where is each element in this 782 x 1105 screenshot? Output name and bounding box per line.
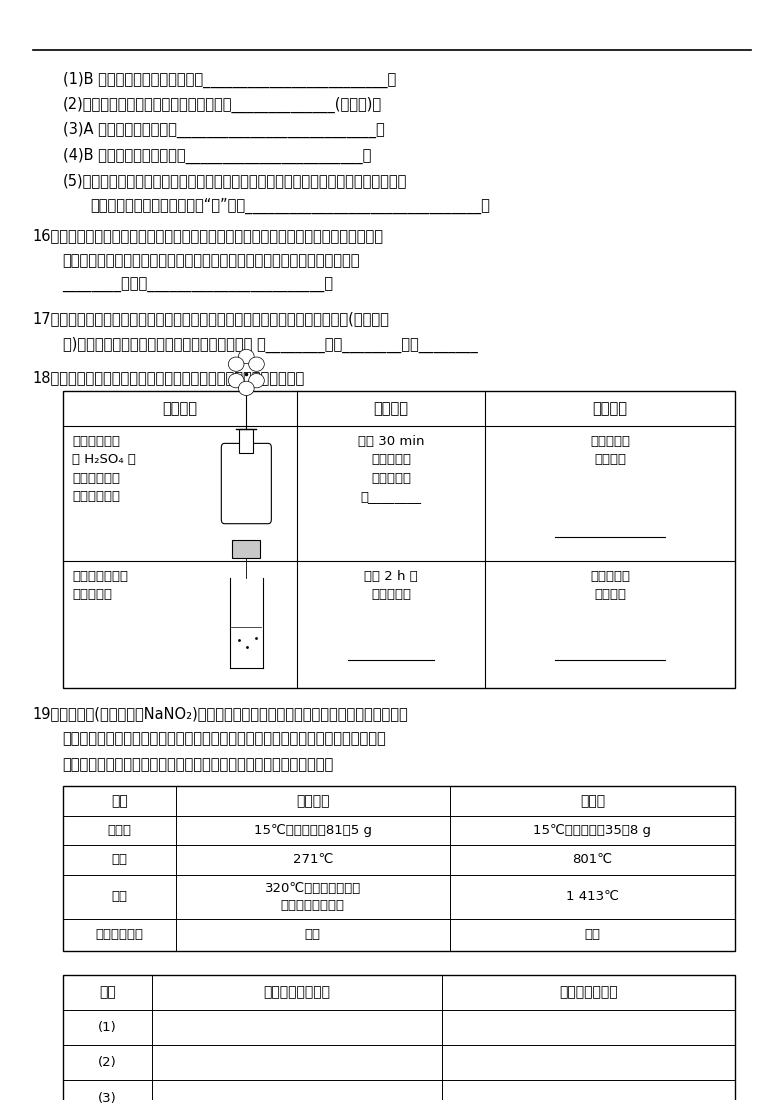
Text: (1): (1) (99, 1021, 117, 1034)
Text: 燕点: 燕点 (111, 853, 127, 866)
Text: (1)B 图中锥形瓶内产生的现象是_________________________。: (1)B 图中锥形瓶内产生的现象是_______________________… (63, 72, 396, 87)
Ellipse shape (249, 373, 264, 388)
Text: 271℃: 271℃ (292, 853, 333, 866)
Bar (63, 975, 735, 1105)
Text: 溶解性: 溶解性 (107, 824, 131, 838)
Text: 实验现象和结论: 实验现象和结论 (559, 986, 618, 999)
Text: (2)两幅图中，稀释浓硫酸的操作正确的是______________(填序号)。: (2)两幅图中，稀释浓硫酸的操作正确的是______________(填序号)。 (63, 97, 382, 113)
Text: 将黄瓜块吸在浓
硫酸的上方: 将黄瓜块吸在浓 硫酸的上方 (72, 570, 128, 601)
FancyBboxPatch shape (221, 443, 271, 524)
Text: 亚硝酸钓: 亚硝酸钓 (296, 794, 329, 808)
Text: 1 413℃: 1 413℃ (566, 891, 619, 903)
Text: 沸点: 沸点 (111, 891, 127, 903)
Ellipse shape (249, 357, 264, 371)
Text: 酸馒、浓硫酸、烧笼、浓盐酸、氧化馒，应该分别把它们放入哪个橱中？甲橱: 酸馒、浓硫酸、烧笼、浓盐酸、氧化馒，应该分别把它们放入哪个橱中？甲橱 (63, 253, 360, 269)
Text: 17．为了检验长期暴露在空气中的氢氧化钓是否变质，可选择三种不同物质类别(酸、笱、: 17．为了检验长期暴露在空气中的氢氧化钓是否变质，可选择三种不同物质类别(酸、笱… (33, 312, 389, 326)
Text: (4)B 图中玻璃弯管的作用是________________________。: (4)B 图中玻璃弯管的作用是________________________。 (63, 147, 371, 164)
Text: 15℃时溶解度为35．8 g: 15℃时溶解度为35．8 g (533, 824, 651, 838)
Bar (239, 429, 253, 453)
Text: 实验牢记保平安。此描述中的“我”是指________________________________。: 实验牢记保平安。此描述中的“我”是指______________________… (90, 198, 490, 214)
Ellipse shape (239, 381, 254, 396)
Text: 19．亚硝酸钓(化学式为：NaNO₂)是一种外观极像食盐，且具有与食盐一样和味的有毒物: 19．亚硝酸钓(化学式为：NaNO₂)是一种外观极像食盐，且具有与食盐一样和味的… (33, 706, 408, 722)
Text: (3): (3) (99, 1092, 117, 1105)
Text: 实验现象: 实验现象 (374, 401, 408, 415)
Text: 氯化钓: 氯化钓 (579, 794, 605, 808)
Bar (63, 786, 735, 950)
Bar (63, 390, 735, 687)
Text: 实验结论: 实验结论 (593, 401, 627, 415)
Text: 方案: 方案 (99, 986, 116, 999)
Text: 此实验证明
浓硫酸有: 此实验证明 浓硫酸有 (590, 570, 630, 601)
Text: (2): (2) (99, 1056, 117, 1070)
Text: ________；乙橱________________________。: ________；乙橱________________________。 (63, 278, 334, 294)
Text: 用玻璃棒蕃取
浓 H₂SO₄ 在
美丽的木制花
瓶上画上图案: 用玻璃棒蕃取 浓 H₂SO₄ 在 美丽的木制花 瓶上画上图案 (72, 434, 136, 503)
Text: 中性: 中性 (584, 928, 601, 941)
Text: 大约 30 min
以后，木制
花瓶上的图
案________: 大约 30 min 以后，木制 花瓶上的图 案________ (357, 434, 425, 503)
Text: 水溶液酸碱性: 水溶液酸碱性 (95, 928, 143, 941)
Text: 有关资料，并结合已有化学知识，用三种方法鉴别亚硝酸钓和氯化钓。: 有关资料，并结合已有化学知识，用三种方法鉴别亚硝酸钓和氯化钓。 (63, 757, 334, 772)
Text: 质，因此，这种工业用盐常被误作食盐使用，导致多起中毒事故发生。请你阅读下表: 质，因此，这种工业用盐常被误作食盐使用，导致多起中毒事故发生。请你阅读下表 (63, 732, 386, 747)
Text: 16．某厂实验室有甲、乙两个药品橱，其中甲橱是空的，乙橱中已存放有铜和铁。现有碳: 16．某厂实验室有甲、乙两个药品橱，其中甲橱是空的，乙橱中已存放有铜和铁。现有碳 (33, 228, 384, 243)
Text: 此实验证明
浓硫酸有: 此实验证明 浓硫酸有 (590, 434, 630, 466)
Text: 18．实验中学的同学探究浓硫酸特性的趣味实验，请补全实验报告。: 18．实验中学的同学探究浓硫酸特性的趣味实验，请补全实验报告。 (33, 370, 305, 385)
Ellipse shape (228, 357, 244, 371)
Text: 320℃时发生分解反应
放出有臭味的气体: 320℃时发生分解反应 放出有臭味的气体 (264, 882, 361, 912)
Text: 选取的试剂和方法: 选取的试剂和方法 (264, 986, 331, 999)
Text: 盐)的试剂进行实验，请你写出所选试剂的化学式 酸________、笱________、盐________: 盐)的试剂进行实验，请你写出所选试剂的化学式 酸________、笱______… (63, 337, 477, 352)
Text: 笱性: 笱性 (305, 928, 321, 941)
Bar (232, 540, 260, 558)
Ellipse shape (228, 373, 244, 388)
Text: 801℃: 801℃ (572, 853, 612, 866)
Text: 项目: 项目 (111, 794, 127, 808)
Text: (3)A 图中玻璃棒的作用是___________________________。: (3)A 图中玻璃棒的作用是__________________________… (63, 123, 384, 138)
Text: 15℃时溶解度为81．5 g: 15℃时溶解度为81．5 g (254, 824, 371, 838)
Ellipse shape (239, 349, 254, 364)
Text: 大约 2 h 以
后，黄瓜块: 大约 2 h 以 后，黄瓜块 (364, 570, 418, 601)
Text: (5)此实验的正确操作可描述成：我入水中较安全，水人我中真危险，我与水合多放热，: (5)此实验的正确操作可描述成：我入水中较安全，水人我中真危险，我与水合多放热， (63, 172, 407, 188)
Text: 实验内容: 实验内容 (163, 401, 197, 415)
